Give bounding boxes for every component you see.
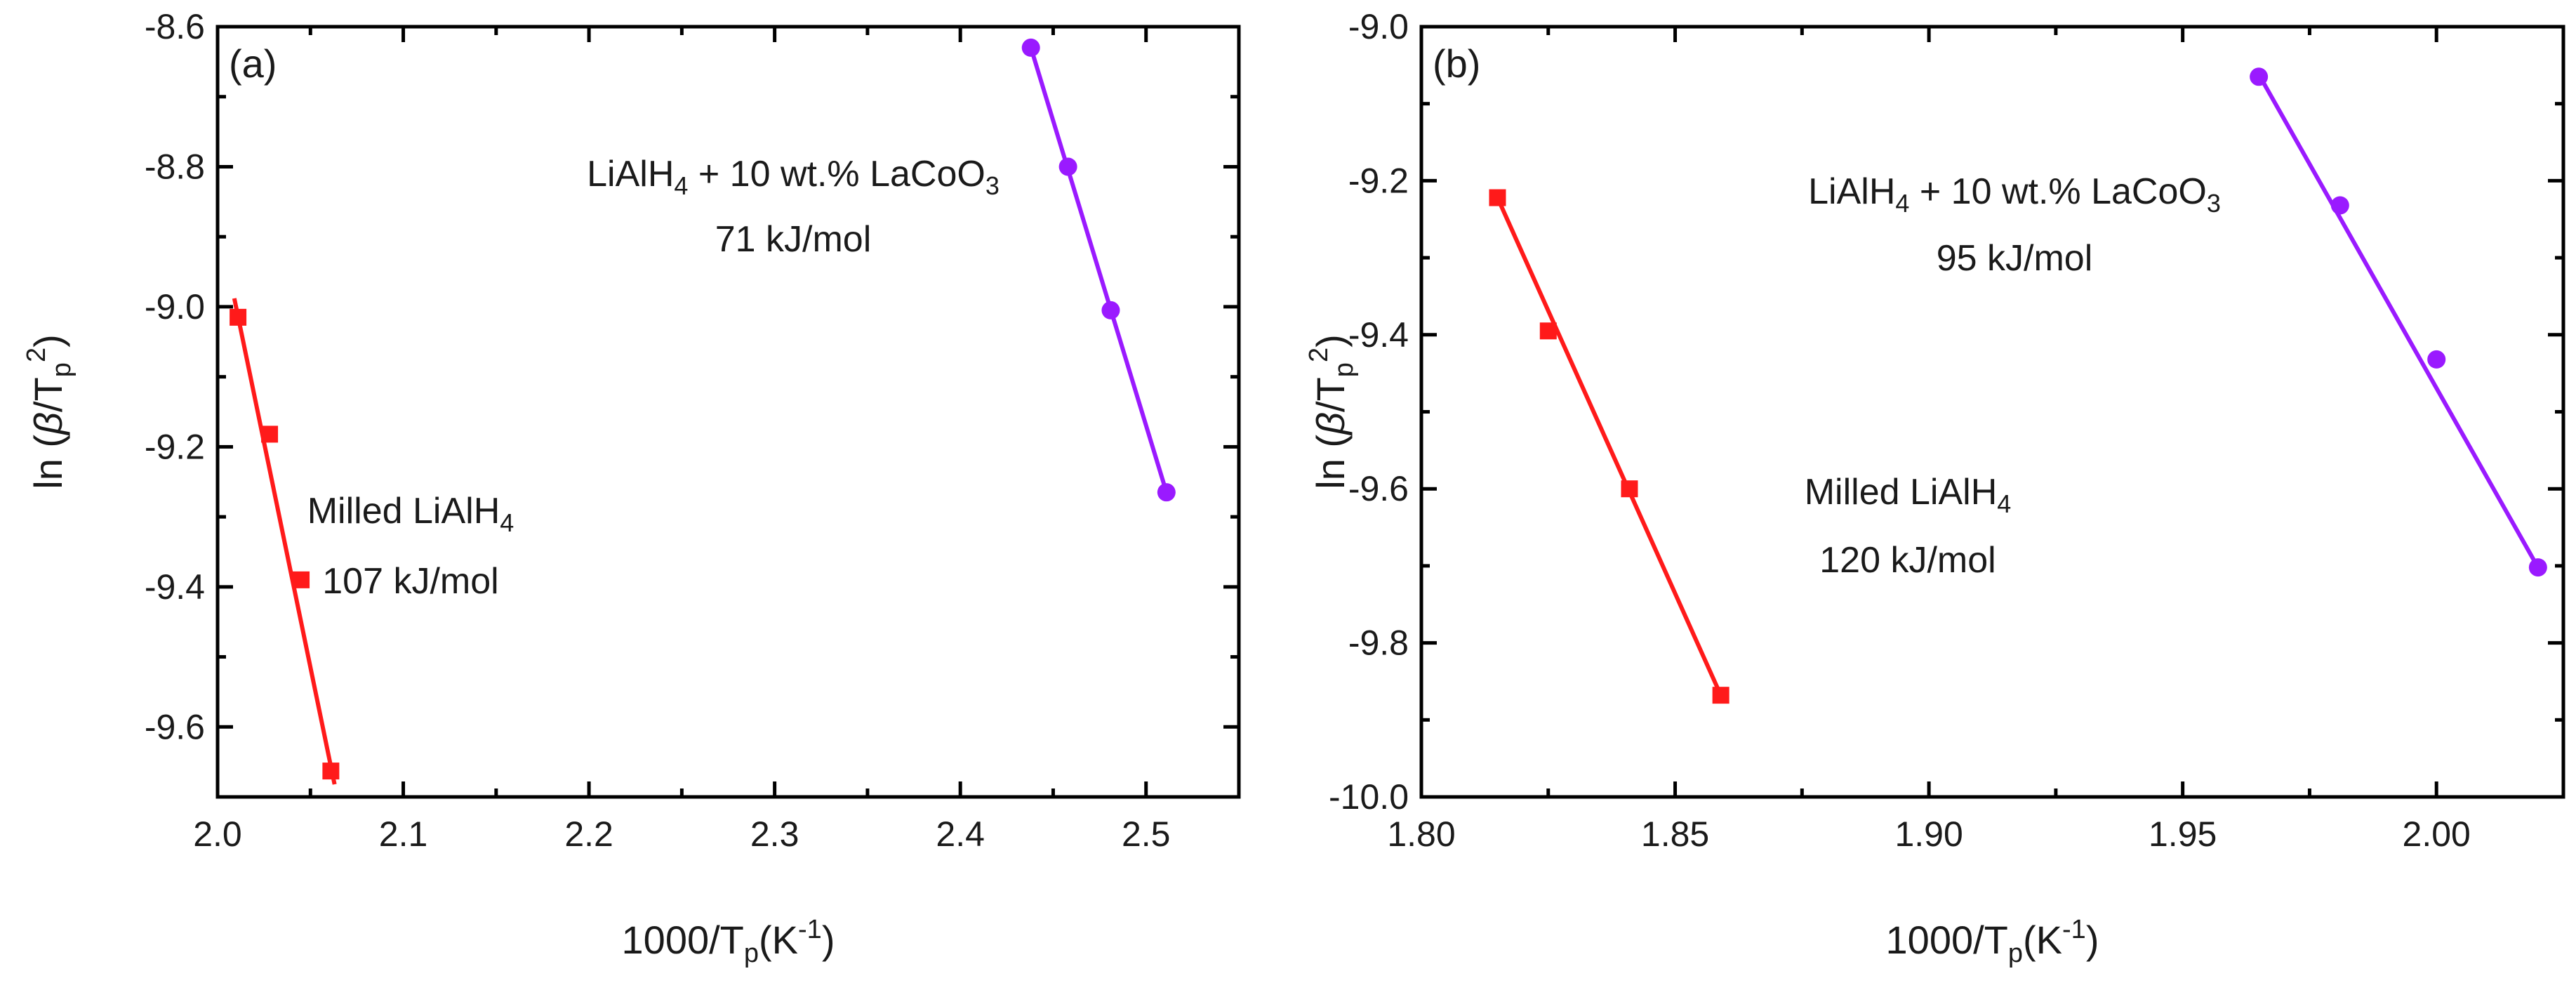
x-tick-label: 2.0 xyxy=(193,814,242,854)
data-point-circle xyxy=(1101,301,1120,319)
series-annotation-name: Milled LiAlH4 xyxy=(1805,472,2012,518)
y-tick-label: -9.8 xyxy=(1348,623,1409,663)
data-point-circle xyxy=(1058,157,1077,176)
y-tick-label: -9.6 xyxy=(145,707,205,746)
y-tick-label: -9.4 xyxy=(1348,315,1409,355)
x-tick-label: 2.5 xyxy=(1122,814,1171,854)
series-annotation-name: Milled LiAlH4 xyxy=(307,491,514,537)
fit-line xyxy=(1495,197,1723,697)
panel-label: (a) xyxy=(229,41,277,86)
x-axis-title: 1000/Tp(K-1) xyxy=(1886,915,2099,968)
y-axis-title: ln (β/Tp2) xyxy=(1304,334,1359,489)
y-tick-label: -9.0 xyxy=(145,287,205,326)
data-point-square xyxy=(293,571,310,588)
data-point-square xyxy=(1712,687,1729,704)
y-tick-label: -9.2 xyxy=(145,427,205,466)
data-point-circle xyxy=(2330,196,2349,215)
x-tick-label: 2.3 xyxy=(750,814,799,854)
x-axis-title: 1000/Tp(K-1) xyxy=(622,915,835,968)
y-tick-label: -9.4 xyxy=(145,567,205,607)
x-tick-label: 1.80 xyxy=(1387,814,1455,854)
panel-b: 1.80 1.85 1.90 1.95 2.00 -10.0 -9.8 -9.6 -9.4 -9.… xyxy=(1304,7,2565,968)
fit-line xyxy=(232,298,337,785)
fit-line xyxy=(1028,47,1169,494)
y-tick-label: -10.0 xyxy=(1329,777,1409,817)
series-milled-lialh4 xyxy=(1489,189,1729,704)
series-annotation-energy: 71 kJ/mol xyxy=(715,219,872,260)
panel-label: (b) xyxy=(1433,41,1480,86)
data-point-square xyxy=(1539,322,1557,340)
series-lialh4-lacoo3 xyxy=(2250,67,2547,577)
y-tick-label: -9.2 xyxy=(1348,161,1409,200)
y-tick-label: -8.6 xyxy=(145,7,205,46)
x-tick-label: 2.00 xyxy=(2403,814,2471,854)
data-point-circle xyxy=(2528,558,2547,577)
x-tick-label: 2.4 xyxy=(936,814,985,854)
panel-a: 2.0 2.1 2.2 2.3 2.4 2.5 -9.6 -9.4 -9.2 -9.0 -8.8 -8… xyxy=(22,7,1241,968)
y-tick-label: -8.8 xyxy=(145,147,205,186)
x-tick-label: 2.2 xyxy=(564,814,613,854)
data-point-circle xyxy=(2427,350,2446,369)
data-point-circle xyxy=(1157,483,1176,502)
series-milled-lialh4 xyxy=(230,298,340,785)
plot-frame xyxy=(215,25,1241,799)
data-point-square xyxy=(261,425,279,443)
data-point-square xyxy=(230,308,247,326)
data-point-circle xyxy=(1021,38,1040,57)
data-point-square xyxy=(1489,189,1506,206)
y-axis-title: ln (β/Tp2) xyxy=(22,334,77,489)
data-point-circle xyxy=(2250,67,2269,86)
series-annotation-name: LiAlH4 + 10 wt.% LaCoO3 xyxy=(1808,171,2221,218)
y-tick-label: -9.0 xyxy=(1348,7,1409,46)
series-lialh4-lacoo3 xyxy=(1021,38,1176,502)
y-tick-label: -9.6 xyxy=(1348,469,1409,508)
data-point-square xyxy=(322,763,340,780)
series-annotation-energy: 107 kJ/mol xyxy=(322,561,498,602)
series-annotation-energy: 95 kJ/mol xyxy=(1937,238,2093,279)
data-point-square xyxy=(1621,480,1638,498)
series-annotation-energy: 120 kJ/mol xyxy=(1819,540,1996,581)
x-tick-label: 1.90 xyxy=(1894,814,1963,854)
series-annotation-name: LiAlH4 + 10 wt.% LaCoO3 xyxy=(587,154,1000,200)
x-tick-label: 2.1 xyxy=(379,814,428,854)
fit-line xyxy=(2257,73,2540,569)
x-tick-label: 1.95 xyxy=(2149,814,2217,854)
x-tick-label: 1.85 xyxy=(1641,814,1709,854)
